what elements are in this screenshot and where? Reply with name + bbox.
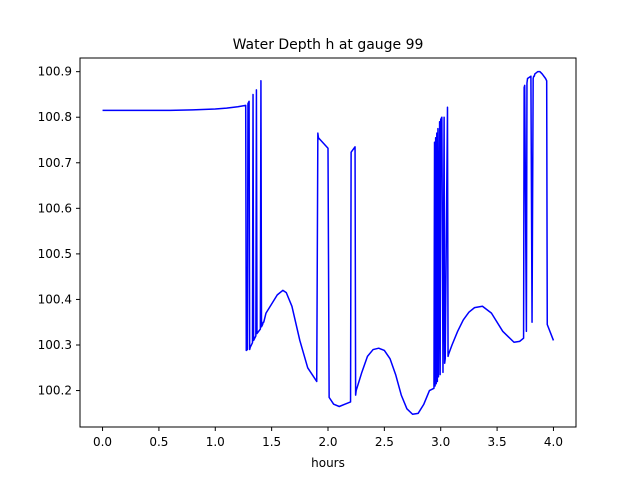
x-tick-label: 3.5 xyxy=(488,435,507,449)
y-tick-label: 100.5 xyxy=(38,247,72,261)
x-tick-label: 3.0 xyxy=(431,435,450,449)
y-tick-label: 100.2 xyxy=(38,384,72,398)
x-tick-label: 0.5 xyxy=(149,435,168,449)
series-line-0 xyxy=(102,70,555,415)
y-tick-label: 100.6 xyxy=(38,201,72,215)
chart-title: Water Depth h at gauge 99 xyxy=(233,37,424,53)
x-tick-label: 2.5 xyxy=(375,435,394,449)
y-tick-label: 100.7 xyxy=(38,156,72,170)
x-axis-label: hours xyxy=(311,456,345,470)
x-tick-label: 4.0 xyxy=(544,435,563,449)
y-tick-label: 100.8 xyxy=(38,110,72,124)
x-axis: 0.0 0.5 1.0 1.5 2.0 2.5 3.0 3.5 4.0 xyxy=(93,427,563,449)
y-tick-label: 100.3 xyxy=(38,338,72,352)
series-group xyxy=(102,70,555,415)
y-axis: 100.2 100.3 100.4 100.5 100.6 100.7 100.8 100.9 xyxy=(38,65,80,398)
x-tick-label: 2.0 xyxy=(318,435,337,449)
x-tick-label: 0.0 xyxy=(93,435,112,449)
x-tick-label: 1.0 xyxy=(206,435,225,449)
y-tick-label: 100.9 xyxy=(38,65,72,79)
y-tick-label: 100.4 xyxy=(38,292,72,306)
x-tick-label: 1.5 xyxy=(262,435,281,449)
